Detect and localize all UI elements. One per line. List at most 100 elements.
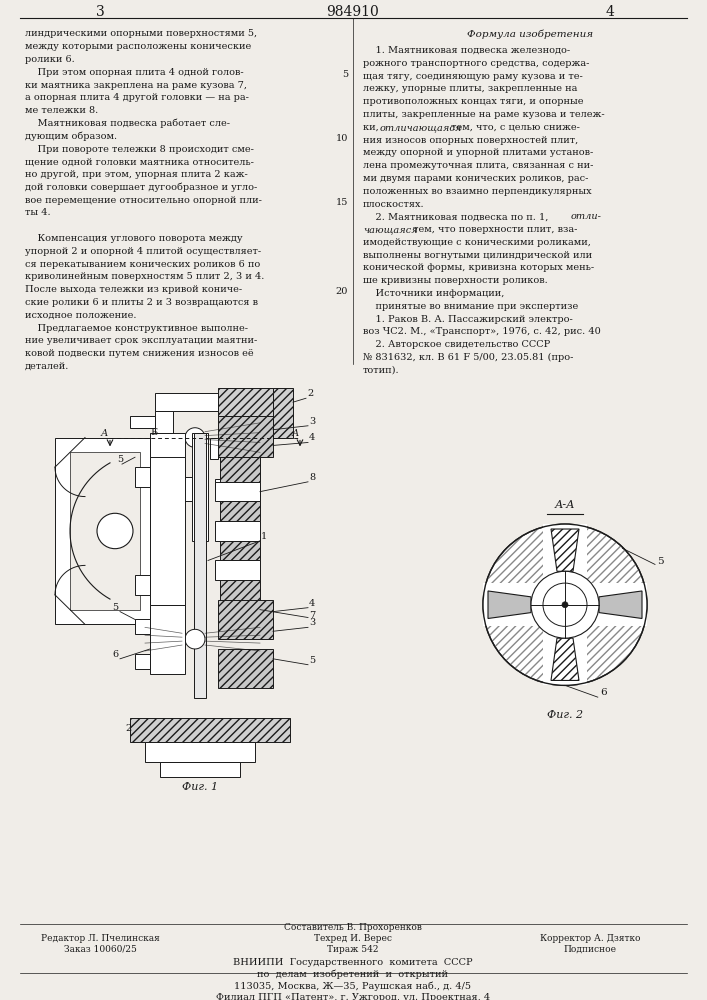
Text: Корректор А. Дзятко: Корректор А. Дзятко [539,934,641,943]
Text: Источники информации,: Источники информации, [363,289,504,298]
Bar [220,580,260,605]
Text: Б: Б [150,428,157,437]
Bar [215,479,235,487]
Text: линдрическими опорными поверхностями 5,: линдрическими опорными поверхностями 5, [25,29,257,38]
Text: Формула изобретения: Формула изобретения [467,29,593,39]
Text: 4: 4 [309,599,315,608]
Text: ше кривизны поверхности роликов.: ше кривизны поверхности роликов. [363,276,548,285]
Polygon shape [488,591,531,618]
Text: положенных во взаимно перпендикулярных: положенных во взаимно перпендикулярных [363,187,592,196]
Text: плиты, закрепленные на раме кузова и тележ-: плиты, закрепленные на раме кузова и тел… [363,110,604,119]
Text: Фиг. 1: Фиг. 1 [182,782,218,792]
Bar [135,619,150,634]
Text: 7: 7 [309,611,315,620]
Bar [483,583,647,626]
Text: лежку, упорные плиты, закрепленные на: лежку, упорные плиты, закрепленные на [363,84,578,93]
Text: упорной 2 и опорной 4 плитой осуществляет-: упорной 2 и опорной 4 плитой осуществляе… [25,247,261,256]
Text: плоскостях.: плоскостях. [363,200,425,209]
Text: 113035, Москва, Ж—35, Раушская наб., д. 4/5: 113035, Москва, Ж—35, Раушская наб., д. … [235,981,472,991]
Text: принятые во внимание при экспертизе: принятые во внимание при экспертизе [363,302,578,311]
Circle shape [185,629,205,649]
Text: 1. Маятниковая подвеска железнодо-: 1. Маятниковая подвеска железнодо- [363,46,570,55]
Text: При этом опорная плита 4 одной голов-: При этом опорная плита 4 одной голов- [25,68,244,77]
Text: а опорная плита 4 другой головки — на ра-: а опорная плита 4 другой головки — на ра… [25,93,249,102]
Text: 984910: 984910 [327,5,380,19]
Text: Техред И. Верес: Техред И. Верес [314,934,392,943]
Text: 4: 4 [606,5,614,19]
Circle shape [543,583,587,626]
Bar [130,718,290,742]
Bar [220,541,260,560]
Text: чающаяся: чающаяся [363,225,418,234]
Text: Подписное: Подписное [563,945,617,954]
Text: 2: 2 [307,389,313,398]
Text: воз ЧС2. М., «Транспорт», 1976, с. 42, рис. 40: воз ЧС2. М., «Транспорт», 1976, с. 42, р… [363,327,601,336]
Text: 3: 3 [309,417,315,426]
Text: ВНИИПИ  Государственного  комитета  СССР: ВНИИПИ Государственного комитета СССР [233,958,473,967]
Bar [155,411,173,433]
Bar [145,742,255,762]
Text: После выхода тележки из кривой кониче-: После выхода тележки из кривой кониче- [25,285,242,294]
Text: 5: 5 [117,455,123,464]
Text: тотип).: тотип). [363,366,399,375]
Bar [543,524,587,685]
Bar [220,457,260,479]
Text: 2: 2 [125,724,132,733]
Text: тем, что, с целью сниже-: тем, что, с целью сниже- [448,123,580,132]
Bar [210,438,218,459]
Bar [218,388,273,416]
Bar [220,457,260,482]
Bar [218,600,273,639]
Circle shape [97,513,133,549]
Text: 4: 4 [309,433,315,442]
Text: деталей.: деталей. [25,362,69,371]
Bar [150,433,185,482]
Text: Составитель В. Прохоренков: Составитель В. Прохоренков [284,923,422,932]
Text: Тираж 542: Тираж 542 [327,945,379,954]
Text: дующим образом.: дующим образом. [25,132,117,141]
Text: исходное положение.: исходное положение. [25,311,136,320]
Text: 15: 15 [336,198,348,207]
Bar [215,482,260,501]
Bar [135,654,150,669]
Text: противоположных концах тяги, и опорные: противоположных концах тяги, и опорные [363,97,583,106]
Text: дой головки совершает дугообразное и угло-: дой головки совершает дугообразное и угл… [25,183,257,192]
Text: имодействующие с коническими роликами,: имодействующие с коническими роликами, [363,238,591,247]
Bar [162,492,182,503]
Polygon shape [599,591,642,618]
Bar [192,433,208,541]
Text: щение одной головки маятника относитель-: щение одной головки маятника относитель- [25,157,254,166]
Text: щая тягу, соединяющую раму кузова и те-: щая тягу, соединяющую раму кузова и те- [363,72,583,81]
Text: Заказ 10060/25: Заказ 10060/25 [64,945,136,954]
Circle shape [531,571,599,638]
Bar [220,487,260,501]
Polygon shape [551,638,579,680]
Text: но другой, при этом, упорная плита 2 каж-: но другой, при этом, упорная плита 2 каж… [25,170,247,179]
Text: ми двумя парами конических роликов, рас-: ми двумя парами конических роликов, рас- [363,174,588,183]
Text: 3: 3 [95,5,105,19]
Text: 3: 3 [309,618,315,627]
Text: ния износов опорных поверхностей плит,: ния износов опорных поверхностей плит, [363,136,578,145]
Text: ки маятника закреплена на раме кузова 7,: ки маятника закреплена на раме кузова 7, [25,81,247,90]
Text: ты 4.: ты 4. [25,208,51,217]
Bar [194,433,206,698]
Text: вое перемещение относительно опорной пли-: вое перемещение относительно опорной пли… [25,196,262,205]
Text: ся перекатыванием конических роликов 6 по: ся перекатыванием конических роликов 6 п… [25,260,260,269]
Text: криволинейным поверхностям 5 плит 2, 3 и 4.: криволинейным поверхностям 5 плит 2, 3 и… [25,272,264,281]
Text: 8: 8 [309,473,315,482]
Text: 5: 5 [112,603,118,612]
Bar [218,649,273,688]
Text: 5: 5 [657,557,664,566]
Text: Редактор Л. Пчелинская: Редактор Л. Пчелинская [40,934,159,943]
Text: между опорной и упорной плитами установ-: между опорной и упорной плитами установ- [363,148,593,157]
Bar [218,416,273,457]
Circle shape [483,524,647,685]
Text: Маятниковая подвеска работает сле-: Маятниковая подвеска работает сле- [25,119,230,128]
Text: 10: 10 [336,134,348,143]
Text: тем, что поверхности плит, вза-: тем, что поверхности плит, вза- [410,225,578,234]
Text: рожного транспортного средства, содержа-: рожного транспортного средства, содержа- [363,59,590,68]
Text: 1. Раков В. А. Пассажирский электро-: 1. Раков В. А. Пассажирский электро- [363,315,573,324]
Circle shape [562,602,568,608]
Text: ки,: ки, [363,123,382,132]
Text: 2. Авторское свидетельство СССР: 2. Авторское свидетельство СССР [363,340,550,349]
